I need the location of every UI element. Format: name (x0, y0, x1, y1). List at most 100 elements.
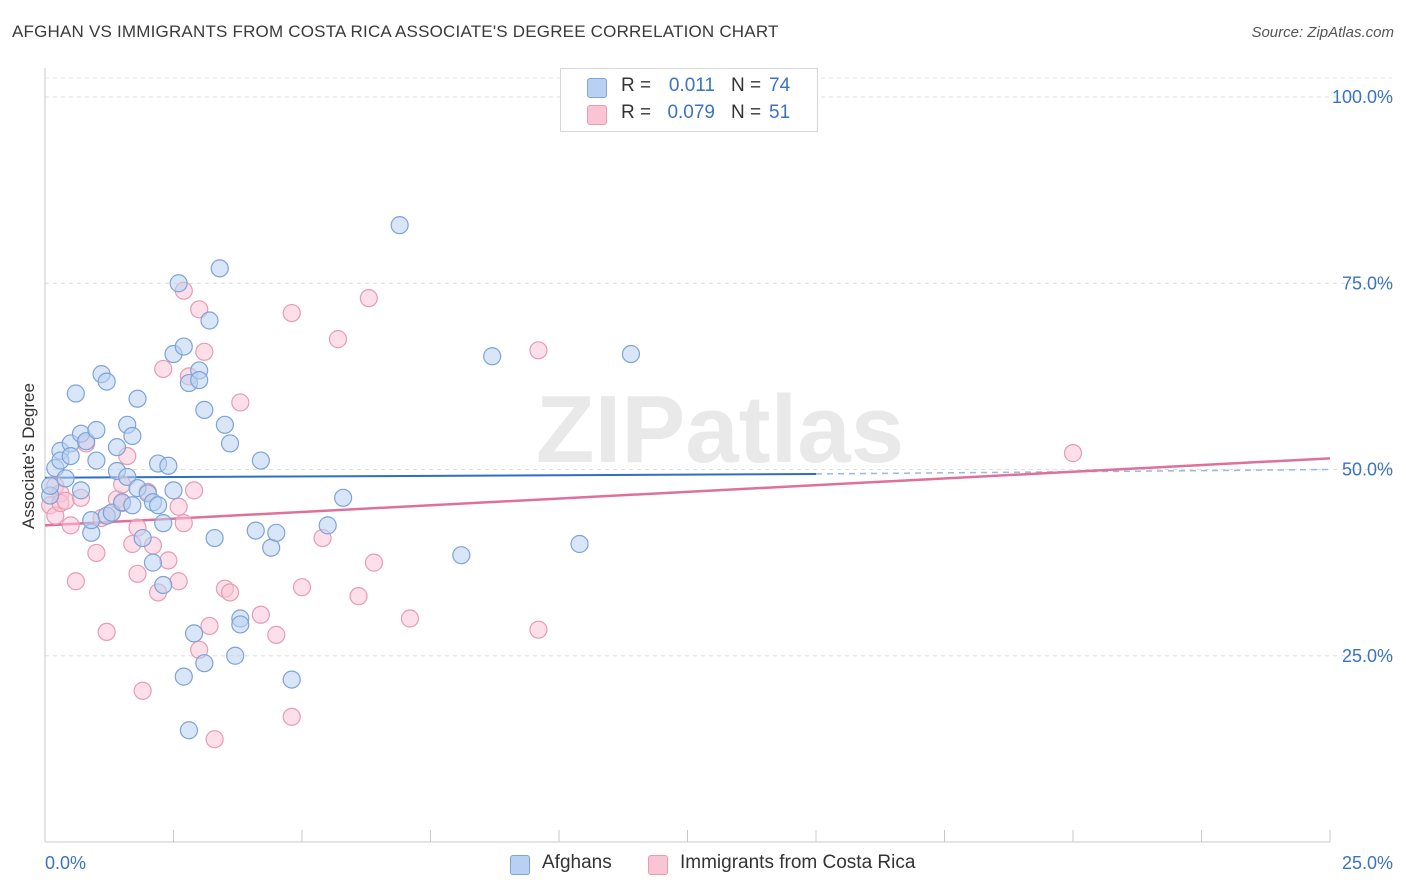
afghan-point (71, 481, 91, 500)
costa-rica-point (66, 572, 85, 591)
costa-rica-point (205, 730, 224, 749)
legend-label-afghans: Afghans (542, 852, 612, 873)
afghan-point (148, 496, 168, 515)
afghan-point (220, 434, 240, 453)
costa-rica-point (359, 289, 378, 308)
afghan-point (107, 438, 127, 457)
r-value: 0.079 (667, 102, 715, 123)
legend-label-costa-rica: Immigrants from Costa Rica (680, 852, 916, 873)
costa-rica-point (190, 300, 209, 319)
costa-rica-point (328, 330, 348, 349)
costa-rica-point (159, 551, 178, 570)
legend-row-afghans: R = 0.011 N = 74 (561, 73, 817, 101)
afghan-point (61, 446, 80, 466)
afghan-point (82, 511, 101, 530)
afghan-points (41, 216, 641, 740)
r-value: 0.011 (668, 75, 715, 96)
costa-rica-point (220, 583, 240, 602)
afghan-point (154, 575, 173, 595)
costa-rica-point (231, 393, 250, 412)
x-tick-label: 25.0% (1342, 853, 1393, 873)
afghan-point (66, 384, 85, 403)
y-axis-label: Associate's Degree (19, 383, 38, 529)
correlation-legend: R = 0.011 N = 74 R = 0.079 N = 51 (560, 68, 818, 132)
costa-rica-point (169, 572, 188, 591)
costa-rica-point (154, 359, 173, 379)
costa-rica-point (364, 553, 384, 572)
costa-rica-point (169, 497, 188, 516)
trend-lines (44, 457, 1331, 527)
afghan-point (251, 451, 270, 470)
costa-rica-point (251, 605, 270, 624)
watermark: ZIPatlas (536, 376, 904, 483)
afghan-point (179, 721, 199, 740)
costa-rica-point (184, 481, 204, 500)
afghans-trend-line (44, 472, 817, 479)
costa-rica-point (56, 491, 75, 510)
costa-rica-point (529, 341, 548, 360)
series-legend: Afghans Immigrants from Costa Rica (0, 852, 1406, 878)
costa-rica-point (200, 616, 219, 636)
afghan-point (143, 553, 163, 572)
afghan-point (128, 389, 147, 408)
costa-rica-point (282, 303, 301, 323)
costa-rica-point (1063, 444, 1083, 463)
afghan-point (87, 420, 106, 440)
costa-rica-point (97, 622, 116, 642)
costa-rica-point (133, 681, 152, 700)
costa-rica-point (87, 543, 106, 563)
afghan-point (210, 259, 229, 278)
y-tick-label: 25.0% (1342, 646, 1393, 666)
afghan-point (123, 426, 142, 446)
afghan-point (483, 347, 502, 366)
y-tick-label: 100.0% (1332, 87, 1393, 107)
costa-rica-swatch (587, 105, 607, 125)
afghans-swatch (587, 78, 607, 98)
afghan-point (282, 670, 301, 689)
afghan-point (169, 274, 188, 293)
afghan-point (621, 344, 641, 364)
afghan-point (190, 371, 209, 390)
afghan-point (174, 337, 193, 356)
afghan-point (205, 528, 224, 548)
afghan-point (570, 534, 589, 554)
axes (44, 68, 1331, 843)
afghan-point (97, 372, 116, 391)
afghan-point (267, 523, 286, 542)
chart-title: AFGHAN VS IMMIGRANTS FROM COSTA RICA ASS… (12, 22, 779, 41)
costa-rica-point (529, 620, 548, 639)
afghan-point (195, 654, 214, 673)
source-label: Source: ZipAtlas.com (1251, 24, 1394, 41)
n-label: N = (731, 75, 762, 96)
costa-rica-point (292, 578, 312, 597)
y-tick-label: 75.0% (1342, 273, 1393, 293)
afghan-point (195, 400, 214, 419)
costa-rica-point (61, 516, 80, 535)
gridlines (45, 77, 1392, 657)
afghan-point (226, 646, 245, 665)
costa-rica-points (41, 281, 1083, 749)
costa-rica-point (174, 514, 193, 533)
r-label: R = (621, 102, 652, 123)
afghan-point (184, 624, 204, 643)
costa-rica-point (349, 587, 368, 606)
afghan-point (77, 432, 96, 451)
costa-rica-point (282, 707, 301, 726)
afghan-point (334, 488, 353, 507)
tick-labels: 25.0% 50.0% 75.0% 100.0% 0.0% 25.0% (45, 87, 1393, 873)
afghan-point (200, 311, 219, 330)
afghan-point (318, 516, 337, 535)
afghan-point (246, 521, 265, 540)
afghan-point (159, 456, 178, 475)
afghan-point (452, 546, 471, 565)
afghan-point (215, 415, 234, 434)
afghan-point (390, 216, 409, 235)
afghan-point (174, 667, 193, 686)
costa-rica-point (128, 564, 147, 583)
afghan-point (41, 476, 60, 495)
afghan-point (231, 615, 250, 634)
afghan-point (133, 528, 152, 548)
afghan-point (87, 451, 106, 470)
legend-row-costa-rica: R = 0.079 N = 51 (561, 100, 817, 128)
